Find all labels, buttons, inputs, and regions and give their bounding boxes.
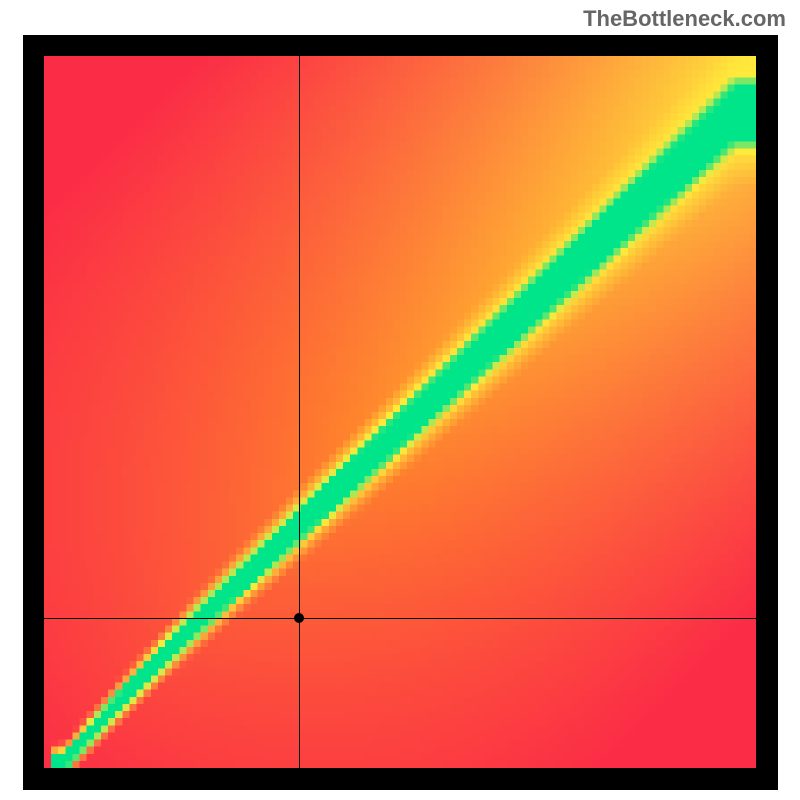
heatmap-canvas [44, 56, 756, 768]
chart-outer-frame [23, 35, 778, 790]
watermark-text: TheBottleneck.com [583, 6, 786, 32]
chart-plot-area [44, 56, 756, 768]
selected-point-marker [294, 613, 304, 623]
crosshair-vertical-line [299, 56, 300, 768]
crosshair-horizontal-line [44, 618, 756, 619]
